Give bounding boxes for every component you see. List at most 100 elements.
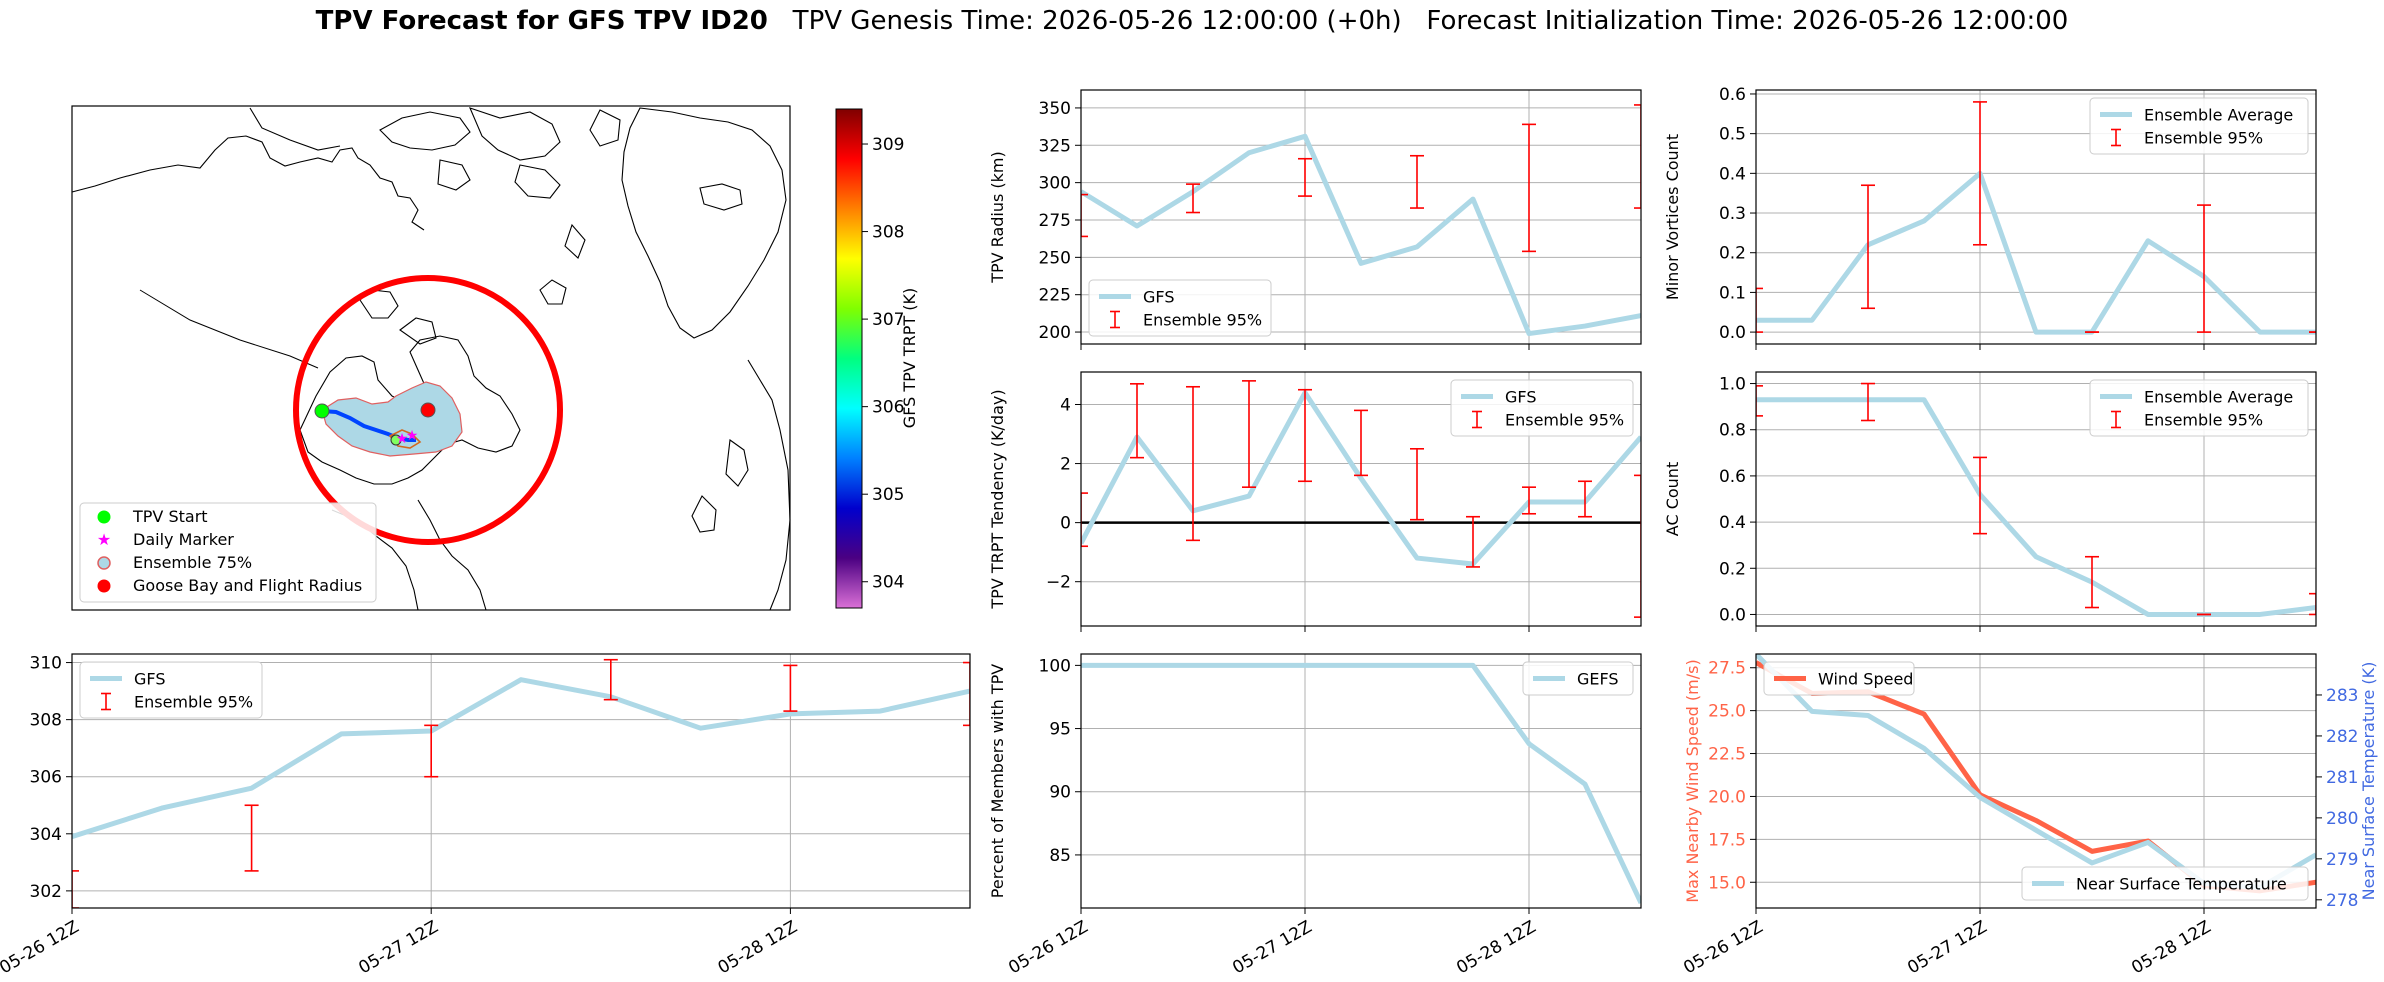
axes-frame	[71, 653, 971, 909]
x-tick-label: 05-26 12Z	[1680, 917, 1766, 978]
y-tick-label: 0.0	[1719, 323, 1746, 343]
ensemble-bar	[2309, 592, 2316, 616]
ensemble-bar	[963, 661, 970, 727]
x-tick-label: 05-28 12Z	[1453, 917, 1539, 978]
y-tick-label: 0.4	[1719, 164, 1746, 184]
x-axis	[1755, 626, 2205, 632]
y-tick-label: 300	[1039, 174, 1071, 194]
y-tick-label: 17.5	[1708, 830, 1746, 850]
legend-tpv-start-label: TPV Start	[132, 507, 208, 526]
y-tick-label: 350	[1039, 99, 1071, 119]
y-tick-label: 22.5	[1708, 745, 1746, 765]
y-tick-label: 302	[30, 882, 62, 902]
x-tick-label: 05-27 12Z	[1904, 917, 1990, 978]
legend-box	[79, 661, 263, 719]
y-tick-label: 20.0	[1708, 787, 1746, 807]
ensemble-75-region	[321, 381, 463, 457]
y-tick-label: 2	[1060, 455, 1071, 475]
legend: Ensemble Average Ensemble 95%	[2089, 379, 2309, 437]
ensemble-bar	[1756, 287, 1763, 333]
plot-area	[1756, 382, 2316, 617]
ensemble-bar	[1973, 101, 1987, 246]
legend: GFS Ensemble 95%	[1450, 379, 1634, 437]
x-axis: 05-26 12Z 05-27 12Z 05-28 12Z	[0, 908, 801, 978]
ensemble-bar	[424, 724, 439, 778]
y2-tick-label: 282	[2326, 727, 2358, 747]
series-line-main	[1081, 662, 1641, 905]
y2-tick-label: 278	[2326, 891, 2358, 911]
y-axis: 302 304 306 308 310	[30, 654, 72, 902]
ensemble-bar	[1578, 480, 1592, 518]
y-tick-label: 85	[1049, 846, 1071, 866]
colorbar-ticks: 304 305 306 307 308 309	[862, 135, 904, 593]
x-axis	[1080, 344, 1530, 350]
colorbar-label: GFS TPV TRPT (K)	[900, 288, 919, 428]
y-axis: 200 225 250 275 300 325 350	[1039, 99, 1081, 343]
legend-box	[2021, 866, 2309, 901]
y-tick-label: −2	[1046, 573, 1071, 593]
axes-frame	[1755, 89, 2317, 345]
x-tick-label: 05-26 12Z	[1005, 917, 1091, 978]
legend-box	[1763, 661, 1915, 696]
y-axis-label: AC Count	[1663, 462, 1682, 536]
daily-marker-1: ★	[396, 431, 409, 447]
y-tick-label: 225	[1039, 286, 1071, 306]
legend-ensemble-75-label: Ensemble 75%	[133, 553, 252, 572]
map-legend: TPV Start ★ Daily Marker Ensemble 75% Go…	[79, 502, 377, 603]
legend-label: Ensemble 95%	[2144, 129, 2263, 148]
ensemble-bar	[244, 804, 259, 872]
y-tick-label: 200	[1039, 323, 1071, 343]
y-tick-label: 250	[1039, 248, 1071, 268]
y-tick-label: 310	[30, 654, 62, 674]
tpv-start-marker	[314, 403, 330, 419]
ensemble-bar	[1634, 474, 1641, 618]
legend-label: Wind Speed	[1818, 670, 1913, 689]
legend-label: Near Surface Temperature	[2076, 875, 2287, 894]
legend-goose-bay-icon	[97, 579, 111, 593]
legend-goose-bay-label: Goose Bay and Flight Radius	[133, 576, 362, 595]
y-tick-label: 308	[30, 711, 62, 731]
legend-label: Ensemble 95%	[1505, 411, 1624, 430]
colorbar-tick-label: 308	[872, 223, 904, 243]
legend-label: GFS	[134, 670, 165, 689]
y-axis-label: Max Nearby Wind Speed (m/s)	[1683, 659, 1702, 902]
y-tick-label: 304	[30, 825, 62, 845]
ensemble-bar	[1298, 388, 1312, 483]
legend-daily-marker-icon: ★	[97, 530, 111, 549]
map-coastlines	[71, 107, 791, 611]
y-tick-label: 0	[1060, 514, 1071, 534]
legend-label: Ensemble 95%	[134, 693, 253, 712]
x-tick-label: 05-27 12Z	[355, 917, 441, 978]
y-tick-label: 0.3	[1719, 204, 1746, 224]
y-axis-label: Percent of Members with TPV	[988, 664, 1007, 898]
flight-radius-circle	[293, 275, 563, 545]
y-tick-label: 0.6	[1719, 467, 1746, 487]
y2-tick-label: 279	[2326, 850, 2358, 870]
legend-label: Ensemble 95%	[2144, 411, 2263, 430]
ensemble-bar	[1081, 492, 1088, 548]
ensemble-bar	[1522, 123, 1536, 253]
ensemble-bar	[1466, 515, 1480, 568]
plot-area	[1081, 380, 1641, 618]
chart-minor_vortices: 0.0 0.1 0.2 0.3 0.4 0.5 0.6 Minor Vortices Coun…	[1663, 85, 2317, 350]
legend-label: Ensemble Average	[2144, 388, 2293, 407]
y-axis-label: Minor Vortices Count	[1663, 134, 1682, 300]
legend-label: Ensemble 95%	[1143, 311, 1262, 330]
ensemble-bar	[1081, 193, 1088, 238]
legend-label: GEFS	[1577, 670, 1619, 689]
ensemble-bar	[72, 870, 79, 908]
ensemble-bar	[1410, 154, 1424, 209]
chart-radius: 200 225 250 275 300 325 350 TPV Radius (km) GFS E…	[988, 89, 1642, 350]
tpv-track	[321, 409, 416, 442]
x-axis: 05-26 12Z 05-27 12Z 05-28 12Z	[1005, 908, 1540, 978]
legend: Near Surface Temperature	[2021, 866, 2309, 901]
chart-wind_temp: 15.0 17.5 20.0 22.5 25.0 27.5 Max Nearby Wind …	[1680, 653, 2378, 978]
y-tick-label: 275	[1039, 211, 1071, 231]
y-tick-label: 15.0	[1708, 873, 1746, 893]
x-tick-label: 05-26 12Z	[0, 917, 83, 978]
legend-label: Ensemble Average	[2144, 106, 2293, 125]
plot-area	[72, 658, 970, 908]
legend-label: GFS	[1143, 288, 1174, 307]
y2-axis: 278 279 280 281 282 283	[2316, 686, 2358, 911]
